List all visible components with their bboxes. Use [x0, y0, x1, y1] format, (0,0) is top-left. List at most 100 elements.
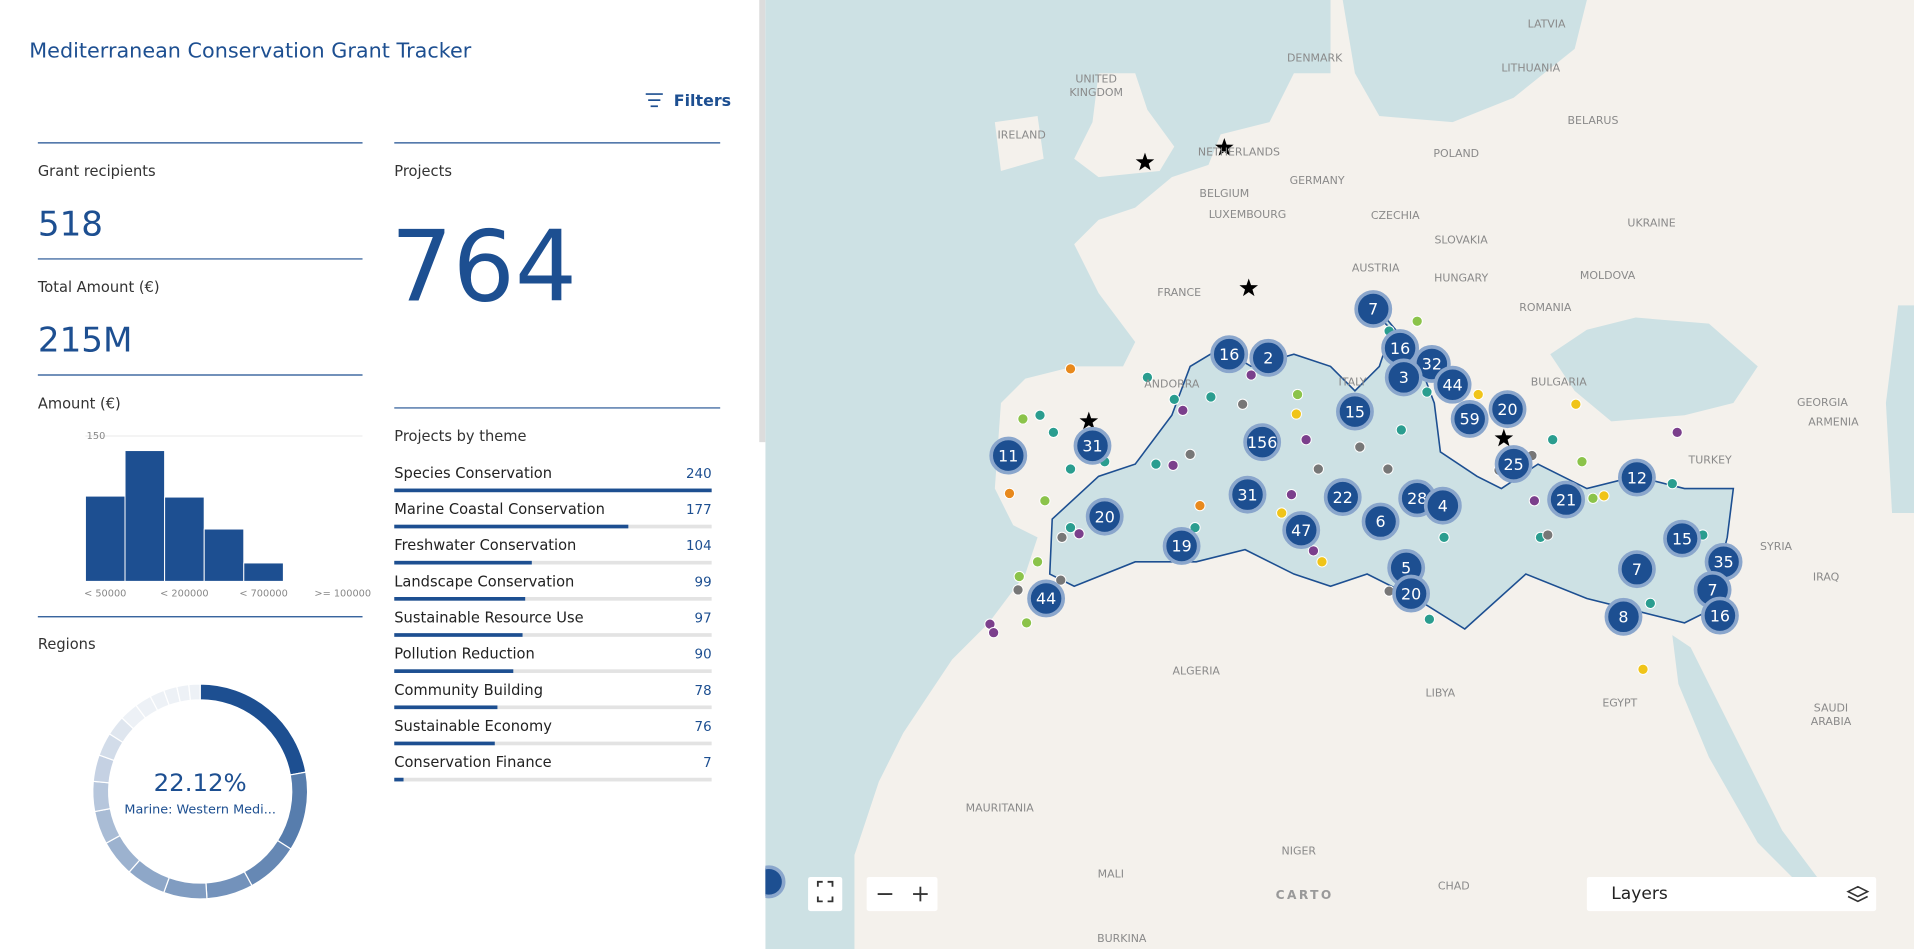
cluster-circle	[1336, 392, 1374, 431]
country-label: BULGARIA	[1531, 375, 1588, 388]
kpi-value: 518	[38, 204, 103, 244]
cluster[interactable]: 35	[1704, 542, 1743, 581]
bar	[164, 496, 205, 582]
theme-value: 7	[703, 756, 712, 771]
cluster-count: 59	[1460, 410, 1480, 429]
cluster[interactable]: 16	[1210, 335, 1249, 374]
project-dot	[1150, 458, 1162, 470]
theme-value: 90	[695, 648, 712, 663]
kpi-label: Projects	[394, 163, 452, 180]
country-label: AUSTRIA	[1352, 262, 1400, 275]
cluster-count: 15	[1345, 402, 1365, 421]
zoom-control[interactable]	[866, 876, 938, 912]
cluster-count: 20	[1095, 507, 1115, 526]
cluster[interactable]: 21	[1547, 480, 1586, 519]
cluster[interactable]: 156	[1243, 423, 1282, 462]
country-label: DENMARK	[1287, 52, 1343, 65]
cluster[interactable]: 59	[1450, 399, 1489, 438]
cluster[interactable]: 31	[1073, 426, 1112, 465]
icon	[1846, 885, 1870, 903]
cluster-count: 6	[1376, 512, 1386, 531]
cluster[interactable]: 31	[1228, 475, 1267, 514]
black-sea	[1550, 317, 1758, 422]
project-dot	[1307, 545, 1320, 557]
project-dot	[1547, 434, 1559, 446]
chart-title: Amount (€)	[38, 395, 121, 412]
country-label: CHAD	[1438, 880, 1470, 893]
cluster[interactable]: 20	[1392, 574, 1431, 613]
cluster[interactable]: 4	[1423, 486, 1462, 525]
baltic	[1342, 0, 1587, 123]
bar	[243, 562, 284, 582]
project-dot	[1056, 531, 1068, 544]
kpi-value: 764	[391, 210, 577, 324]
theme-label: Freshwater Conservation	[394, 537, 576, 554]
cluster-count: 2	[1263, 349, 1273, 368]
cluster[interactable]: 15	[1663, 519, 1701, 558]
cluster[interactable]: 7	[1617, 550, 1656, 589]
hq-markers	[1079, 138, 1514, 447]
cluster-count: 25	[1504, 455, 1524, 474]
layers-label[interactable]: Layers	[1611, 884, 1668, 904]
cluster-count: 7	[1368, 300, 1378, 319]
icon	[816, 880, 834, 903]
cluster[interactable]: 3	[1384, 358, 1423, 397]
cluster-count: 4	[1438, 496, 1448, 515]
scrollbar[interactable]	[759, 0, 766, 443]
cluster[interactable]: 47	[1282, 511, 1321, 550]
fullscreen-button[interactable]	[808, 876, 843, 912]
bar-track	[394, 669, 712, 673]
cluster[interactable]: 25	[1494, 445, 1533, 484]
cluster-circle	[1617, 550, 1656, 589]
cluster[interactable]: 15	[1336, 392, 1374, 431]
project-dot	[1194, 500, 1206, 512]
project-dot	[1055, 574, 1067, 586]
bar	[394, 777, 404, 782]
cluster[interactable]: 16	[1700, 596, 1739, 635]
country-label: GERMANY	[1290, 174, 1345, 187]
donut-segment	[188, 683, 201, 702]
theme-value: 104	[686, 539, 712, 554]
theme-label: Conservation Finance	[394, 754, 551, 771]
cluster[interactable]: 12	[1617, 458, 1656, 497]
cluster-circle	[1249, 338, 1288, 377]
cluster-count: 28	[1407, 489, 1427, 508]
project-dot	[1570, 398, 1582, 410]
theme-label: Landscape Conservation	[394, 573, 574, 590]
bar-track	[394, 597, 712, 601]
project-dot	[1637, 663, 1649, 675]
project-dot	[1644, 597, 1656, 609]
cluster-count: 21	[1556, 490, 1576, 509]
cluster[interactable]: 44	[1027, 579, 1066, 618]
cluster[interactable]: 11	[989, 436, 1028, 475]
country-label: ARABIA	[1811, 715, 1852, 728]
cluster[interactable]: 6	[1361, 502, 1400, 541]
cluster-circle	[1604, 597, 1643, 636]
cluster[interactable]: 8	[1604, 597, 1643, 636]
cluster[interactable]: 2	[1249, 338, 1288, 377]
cluster[interactable]: 20	[1488, 390, 1527, 429]
cluster[interactable]: 7	[1354, 290, 1393, 328]
cluster[interactable]: 44	[1433, 365, 1472, 404]
bar	[394, 597, 526, 601]
project-dot	[1542, 529, 1554, 541]
layers-control[interactable]: Layers	[1586, 876, 1877, 912]
cluster-circle	[1210, 335, 1249, 374]
project-dot	[1285, 489, 1298, 501]
project-dot	[1395, 424, 1407, 436]
bar-track	[394, 560, 712, 565]
cluster[interactable]: 22	[1323, 478, 1362, 517]
project-dot	[1421, 386, 1433, 398]
cluster-edge[interactable]	[754, 865, 786, 899]
country-label: KINGDOM	[1069, 86, 1123, 99]
cluster-circle	[1663, 519, 1701, 558]
cluster[interactable]: 19	[1162, 527, 1201, 565]
filters-label[interactable]: Filters	[674, 91, 731, 110]
island	[994, 116, 1044, 171]
cluster[interactable]: 20	[1085, 497, 1124, 536]
bar	[394, 705, 498, 710]
filters-button[interactable]: Filters	[645, 91, 731, 110]
